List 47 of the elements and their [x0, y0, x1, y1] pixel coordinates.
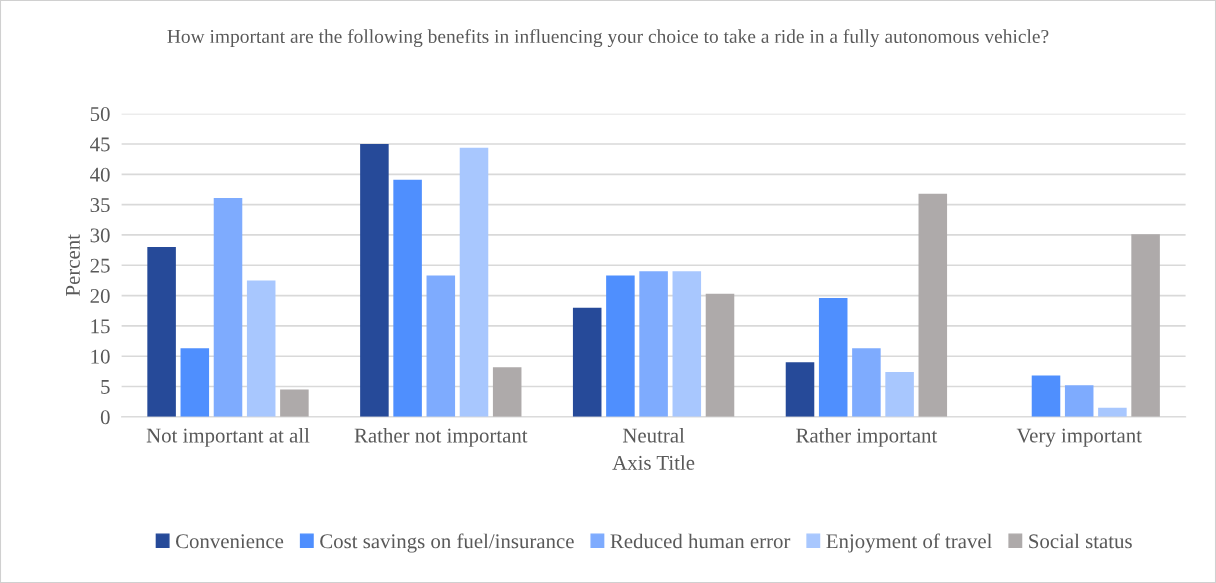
bar [639, 271, 668, 417]
bar [785, 362, 815, 417]
bar [1031, 375, 1061, 417]
bar [672, 271, 702, 417]
y-tick-label: 10 [91, 349, 110, 364]
bar [918, 193, 948, 417]
bar [360, 144, 389, 417]
x-tick-label: Very important [1016, 428, 1142, 447]
y-tick-label: 50 [90, 107, 110, 122]
x-tick-label: Not important at all [146, 427, 310, 447]
bar [705, 293, 735, 417]
legend-label: Enjoyment of travel [826, 533, 992, 553]
bar [572, 307, 602, 417]
y-tick-label: 35 [90, 198, 110, 213]
legend-label: Reduced human error [610, 533, 791, 549]
y-axis-title: Percent [66, 234, 80, 296]
bar [393, 179, 422, 417]
y-tick-label: 20 [90, 288, 110, 304]
bar [426, 275, 456, 417]
y-tick-label: 0 [100, 410, 110, 425]
bar [1131, 234, 1160, 417]
legend-label: Cost savings on fuel/insurance [320, 533, 574, 553]
bar [246, 280, 276, 417]
y-tick-label: 25 [90, 258, 110, 273]
x-axis-title: Axis Title [612, 455, 695, 470]
x-tick-label: Rather not important [354, 427, 528, 447]
bar [147, 247, 176, 417]
bar [606, 275, 635, 417]
bar [852, 348, 881, 417]
bar [492, 367, 522, 417]
y-tick-label: 30 [90, 228, 110, 243]
chart-title: How important are the following benefits in influencing your choice to take a ride in a fully autonomous vehicle? [167, 29, 1049, 48]
legend-label: Social status [1029, 533, 1132, 549]
x-tick-label: Neutral [622, 427, 685, 443]
y-tick-label: 15 [91, 319, 110, 334]
bar [885, 371, 914, 417]
x-tick-label: Rather important [796, 427, 938, 447]
y-tick-label: 40 [90, 167, 110, 182]
bar [180, 348, 210, 417]
bar [213, 197, 243, 417]
bar [818, 298, 848, 417]
y-tick-label: 5 [101, 380, 110, 394]
legend-label: Convenience [175, 534, 284, 549]
bar [1064, 385, 1094, 417]
bar [459, 147, 489, 417]
y-tick-label: 45 [90, 137, 110, 152]
bar [280, 389, 309, 417]
